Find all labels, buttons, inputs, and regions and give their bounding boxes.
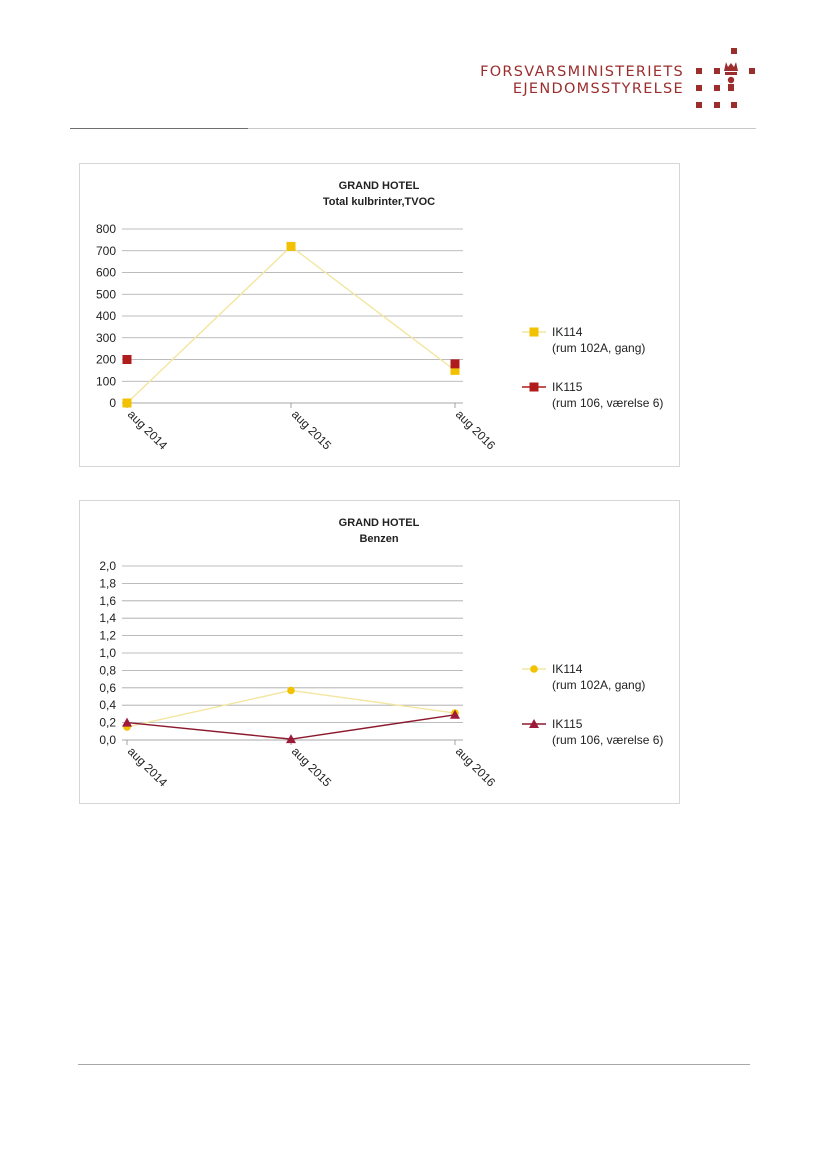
ytick-label: 1,0 (99, 646, 116, 660)
ytick-label: 0 (109, 396, 116, 410)
legend-series-name: IK115 (552, 380, 583, 394)
chart-title: GRAND HOTEL (339, 180, 420, 192)
chart-subtitle: Total kulbrinter,TVOC (323, 196, 435, 208)
series-line-IK114 (126, 689, 292, 728)
series-line-IK114 (290, 245, 456, 371)
ytick-label: 600 (96, 266, 116, 280)
ytick-label: 1,6 (99, 594, 116, 608)
data-point-IK115 (450, 709, 460, 719)
ytick-label: 2,0 (99, 559, 116, 573)
series-line-IK115 (126, 721, 292, 740)
legend-series-detail: (rum 102A, gang) (552, 341, 645, 355)
data-point-IK115 (286, 734, 296, 744)
legend-series-detail: (rum 106, værelse 6) (552, 396, 663, 410)
legend-marker (529, 719, 539, 728)
xtick-label: aug 2015 (289, 407, 335, 453)
chart-subtitle: Benzen (359, 533, 398, 545)
legend-series-detail: (rum 106, værelse 6) (552, 733, 663, 747)
legend-series-name: IK114 (552, 325, 583, 339)
ytick-label: 0,6 (99, 681, 116, 695)
data-point-IK114 (122, 398, 132, 408)
ytick-label: 100 (96, 374, 116, 388)
data-point-IK114 (450, 365, 460, 375)
ytick-label: 200 (96, 353, 116, 367)
legend-series-detail: (rum 102A, gang) (552, 678, 645, 692)
chart-title: GRAND HOTEL (339, 517, 420, 529)
tvoc-chart-svg: GRAND HOTEL Total kulbrinter,TVOC 0 100 20… (96, 180, 663, 453)
legend-series-name: IK114 (552, 662, 583, 676)
ytick-label: 0,4 (99, 698, 116, 712)
legend-marker (529, 327, 539, 337)
series-line-IK114 (290, 689, 456, 714)
header-rule (70, 128, 756, 129)
logo-text-line1: FORSVARSMINISTERIETS (480, 64, 684, 80)
data-point-IK115 (122, 355, 132, 364)
xtick-label: aug 2016 (453, 744, 499, 790)
benzen-chart-svg: GRAND HOTEL Benzen 0,0 0,2 0,4 0,6 0,8 1,0 1,2… (99, 517, 663, 790)
series-line-IK114 (126, 245, 292, 404)
logo-text-line2: EJENDOMSSTYRELSE (512, 81, 684, 97)
xtick-label: aug 2015 (289, 744, 335, 790)
ytick-label: 1,4 (99, 611, 116, 625)
tvoc-chart: GRAND HOTEL Total kulbrinter,TVOC 0 100 20… (79, 163, 680, 467)
ytick-label: 0,2 (99, 716, 116, 730)
series-line-IK115 (290, 714, 456, 740)
ytick-label: 0,0 (99, 733, 116, 747)
xtick-label: aug 2014 (125, 744, 171, 790)
data-point-IK115 (122, 717, 132, 727)
ytick-label: 800 (96, 222, 116, 236)
legend-marker (530, 665, 538, 673)
crown-grid-icon (696, 48, 755, 108)
ytick-label: 500 (96, 287, 116, 301)
data-point-IK114 (286, 241, 296, 251)
ytick-label: 300 (96, 331, 116, 345)
xtick-label: aug 2016 (453, 407, 499, 453)
benzen-chart: GRAND HOTEL Benzen 0,0 0,2 0,4 0,6 0,8 1,0 1,2… (79, 500, 680, 804)
xtick-label: aug 2014 (125, 407, 171, 453)
data-point-IK115 (450, 359, 460, 369)
ytick-label: 1,8 (99, 576, 116, 590)
legend-series-name: IK115 (552, 717, 583, 731)
ytick-label: 400 (96, 309, 116, 323)
ytick-label: 1,2 (99, 629, 116, 643)
header-rule-accent (70, 128, 248, 130)
ytick-label: 700 (96, 244, 116, 258)
ytick-label: 0,8 (99, 663, 116, 677)
legend-marker (529, 382, 539, 392)
data-point-IK114 (287, 686, 295, 695)
footer-rule (78, 1064, 750, 1065)
